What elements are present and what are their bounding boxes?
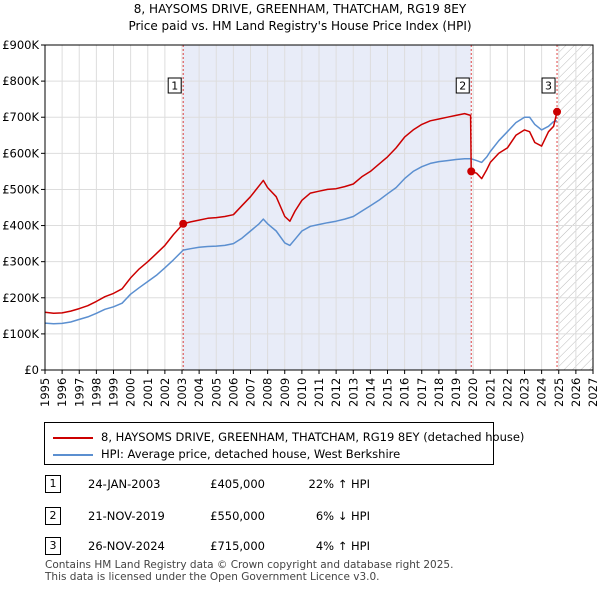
marker-box — [455, 77, 470, 94]
x-tick-label: 2027 — [586, 378, 600, 407]
x-tick-label: 1998 — [89, 378, 103, 407]
y-tick-label: £200K — [2, 291, 39, 305]
x-tick-label: 2007 — [244, 378, 258, 407]
transaction-number-badge: 2 — [45, 507, 61, 525]
transaction-price: £550,000 — [210, 509, 265, 523]
x-tick-label: 2003 — [175, 378, 189, 407]
footer-licence: This data is licensed under the Open Gov… — [45, 571, 380, 583]
x-tick-label: 2016 — [398, 378, 412, 407]
series-line-hpi — [44, 116, 558, 325]
x-tick-label: 2000 — [124, 378, 138, 407]
sale-point — [467, 167, 476, 176]
x-tick-label: 1995 — [38, 378, 52, 407]
x-tick-label: 2005 — [209, 378, 223, 407]
sale-point — [553, 107, 562, 116]
legend-label-hpi: HPI: Average price, detached house, West… — [101, 447, 401, 461]
x-tick-label: 2001 — [141, 378, 155, 407]
x-tick-label: 2011 — [312, 378, 326, 407]
legend-swatch-hpi — [53, 454, 93, 456]
transaction-date: 21-NOV-2019 — [88, 509, 165, 523]
footer: Contains HM Land Registry data © Crown c… — [45, 559, 453, 583]
sale-point — [179, 219, 188, 228]
transaction-price: £405,000 — [210, 477, 265, 491]
x-tick-label: 2017 — [415, 378, 429, 407]
y-tick-label: £300K — [2, 255, 39, 269]
y-tick-label: £400K — [2, 219, 39, 233]
x-tick-label: 2026 — [569, 378, 583, 407]
transaction-hpi-diff: 4% ↑ HPI — [315, 539, 370, 553]
x-tick-label: 1997 — [72, 378, 86, 407]
legend-swatch-property — [53, 437, 93, 439]
transaction-row: 3 26-NOV-2024 £715,000 4% ↑ HPI — [0, 537, 600, 557]
x-tick-label: 2015 — [381, 378, 395, 407]
transaction-row: 1 24-JAN-2003 £405,000 22% ↑ HPI — [0, 475, 600, 495]
transaction-hpi-diff: 22% ↑ HPI — [308, 477, 370, 491]
marker-label: 1 — [171, 80, 178, 93]
x-tick-label: 1999 — [107, 378, 121, 407]
x-tick-label: 2004 — [192, 378, 206, 407]
x-tick-label: 2025 — [552, 378, 566, 407]
x-tick-label: 2020 — [466, 378, 480, 407]
x-tick-label: 2008 — [261, 378, 275, 407]
x-tick-label: 2023 — [518, 378, 532, 407]
chart-subtitle: Price paid vs. HM Land Registry's House … — [128, 19, 471, 33]
x-tick-label: 2019 — [449, 378, 463, 407]
legend: 8, HAYSOMS DRIVE, GREENHAM, THATCHAM, RG… — [44, 422, 524, 465]
x-tick-label: 2014 — [363, 378, 377, 407]
y-tick-label: £800K — [2, 74, 39, 88]
transaction-row: 2 21-NOV-2019 £550,000 6% ↓ HPI — [0, 507, 600, 527]
x-tick-label: 2018 — [432, 378, 446, 407]
x-tick-label: 2013 — [346, 378, 360, 407]
y-tick-label: £0 — [24, 363, 39, 377]
transaction-number-badge: 3 — [45, 537, 61, 555]
y-tick-label: £900K — [2, 38, 39, 52]
marker-label: 2 — [459, 80, 466, 93]
x-tick-label: 2012 — [329, 378, 343, 407]
chart-title: 8, HAYSOMS DRIVE, GREENHAM, THATCHAM, RG… — [134, 2, 467, 16]
transaction-date: 26-NOV-2024 — [88, 539, 165, 553]
ownership-shading — [183, 45, 472, 370]
y-tick-label: £100K — [2, 327, 39, 341]
x-tick-label: 2006 — [226, 378, 240, 407]
series-line-property — [44, 111, 558, 315]
x-tick-label: 2009 — [278, 378, 292, 407]
marker-label: 3 — [545, 80, 552, 93]
x-tick-label: 2021 — [483, 378, 497, 407]
marker-box — [541, 77, 556, 94]
x-tick-label: 2010 — [295, 378, 309, 407]
price-chart: 8, HAYSOMS DRIVE, GREENHAM, THATCHAM, RG… — [2, 2, 600, 407]
x-tick-label: 1996 — [55, 378, 69, 407]
x-tick-label: 2024 — [535, 378, 549, 407]
x-tick-label: 2002 — [158, 378, 172, 407]
transaction-date: 24-JAN-2003 — [88, 477, 161, 491]
transaction-number-badge: 1 — [45, 475, 61, 493]
legend-label-property: 8, HAYSOMS DRIVE, GREENHAM, THATCHAM, RG… — [101, 430, 525, 444]
footer-copyright: Contains HM Land Registry data © Crown c… — [45, 559, 454, 571]
y-tick-label: £600K — [2, 146, 39, 160]
transaction-price: £715,000 — [210, 539, 265, 553]
transaction-hpi-diff: 6% ↓ HPI — [315, 509, 370, 523]
y-tick-label: £500K — [2, 182, 39, 196]
y-tick-label: £700K — [2, 110, 39, 124]
marker-box — [167, 77, 182, 94]
x-tick-label: 2022 — [500, 378, 514, 407]
